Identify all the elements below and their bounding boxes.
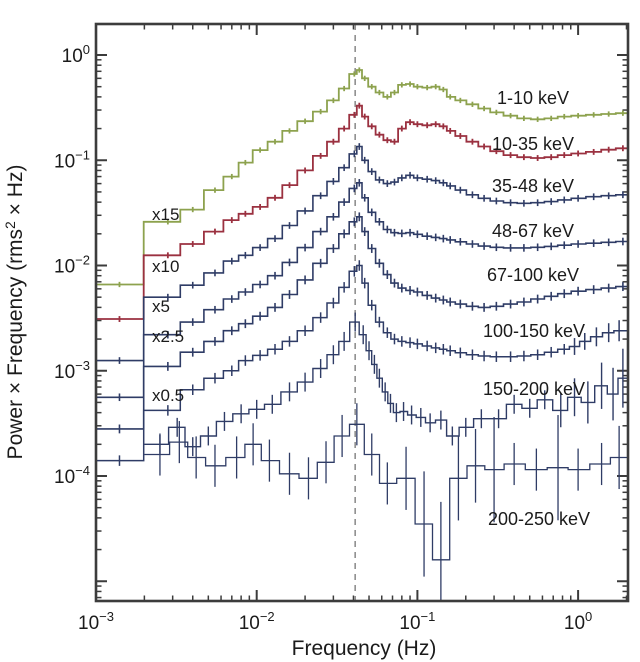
- x-tick-labels: 10−3 10−2 10−1 100: [78, 609, 592, 634]
- band-label-200-250-kev: 200-250 keV: [488, 509, 590, 529]
- series-100-150-kev: [96, 260, 628, 466]
- band-label-10-35-kev: 10-35 keV: [492, 134, 574, 154]
- x-tick-label-1e-1: 10−1: [399, 609, 435, 634]
- y-tick-label-1e-4: 10−4: [54, 463, 90, 488]
- series-group: [96, 67, 628, 601]
- series-path-3: [96, 182, 628, 399]
- x-axis-title: Frequency (Hz): [292, 637, 437, 660]
- band-label-150-200-kev: 150-200 keV: [483, 379, 585, 399]
- multiplier-label-x15: x15: [152, 205, 179, 224]
- multiplier-labels: x15 x10 x5 x2.5 x0.5: [152, 205, 184, 405]
- series-path-5: [96, 264, 628, 462]
- series-path-7: [144, 423, 628, 561]
- series-200-250-kev: [144, 403, 628, 601]
- series-path-4: [96, 216, 628, 430]
- band-label-67-100-kev: 67-100 keV: [487, 265, 579, 285]
- x-tick-label-1e-3: 10−3: [78, 609, 114, 634]
- series-10-35-kev: [96, 102, 628, 322]
- y-tick-label-1e0: 100: [62, 42, 90, 67]
- band-label-48-67-kev: 48-67 keV: [492, 221, 574, 241]
- series-1-10-kev: [96, 67, 628, 288]
- band-label-1-10-kev: 1-10 keV: [497, 88, 569, 108]
- x-tick-label-1e0: 100: [564, 609, 592, 634]
- series-path-1: [96, 104, 628, 320]
- series-path-0: [96, 69, 628, 286]
- series-48-67-kev: [96, 179, 628, 402]
- y-tick-label-1e-3: 10−3: [54, 358, 90, 383]
- series-35-48-kev: [96, 143, 628, 364]
- series-path-6: [144, 321, 628, 448]
- y-tick-label-1e-1: 10−1: [54, 147, 90, 172]
- band-label-35-48-kev: 35-48 keV: [492, 176, 574, 196]
- energy-band-labels: 1-10 keV 10-35 keV 35-48 keV 48-67 keV 67-10…: [483, 88, 590, 529]
- y-tick-label-1e-2: 10−2: [54, 253, 90, 278]
- plot-border: [94, 22, 630, 603]
- multiplier-label-x2.5: x2.5: [152, 327, 184, 346]
- y-axis-title: Power × Frequency (rms2 × Hz): [2, 165, 27, 460]
- series-path-2: [96, 145, 628, 362]
- series-150-200-kev: [144, 312, 628, 457]
- band-label-100-150-kev: 100-150 keV: [483, 321, 585, 341]
- multiplier-label-x10: x10: [152, 257, 179, 276]
- x-tick-label-1e-2: 10−2: [239, 609, 275, 634]
- multiplier-label-x0.5: x0.5: [152, 386, 184, 405]
- series-67-100-kev: [96, 212, 628, 434]
- y-tick-labels: 100 10−1 10−2 10−3 10−4: [54, 42, 90, 488]
- multiplier-label-x5: x5: [152, 297, 170, 316]
